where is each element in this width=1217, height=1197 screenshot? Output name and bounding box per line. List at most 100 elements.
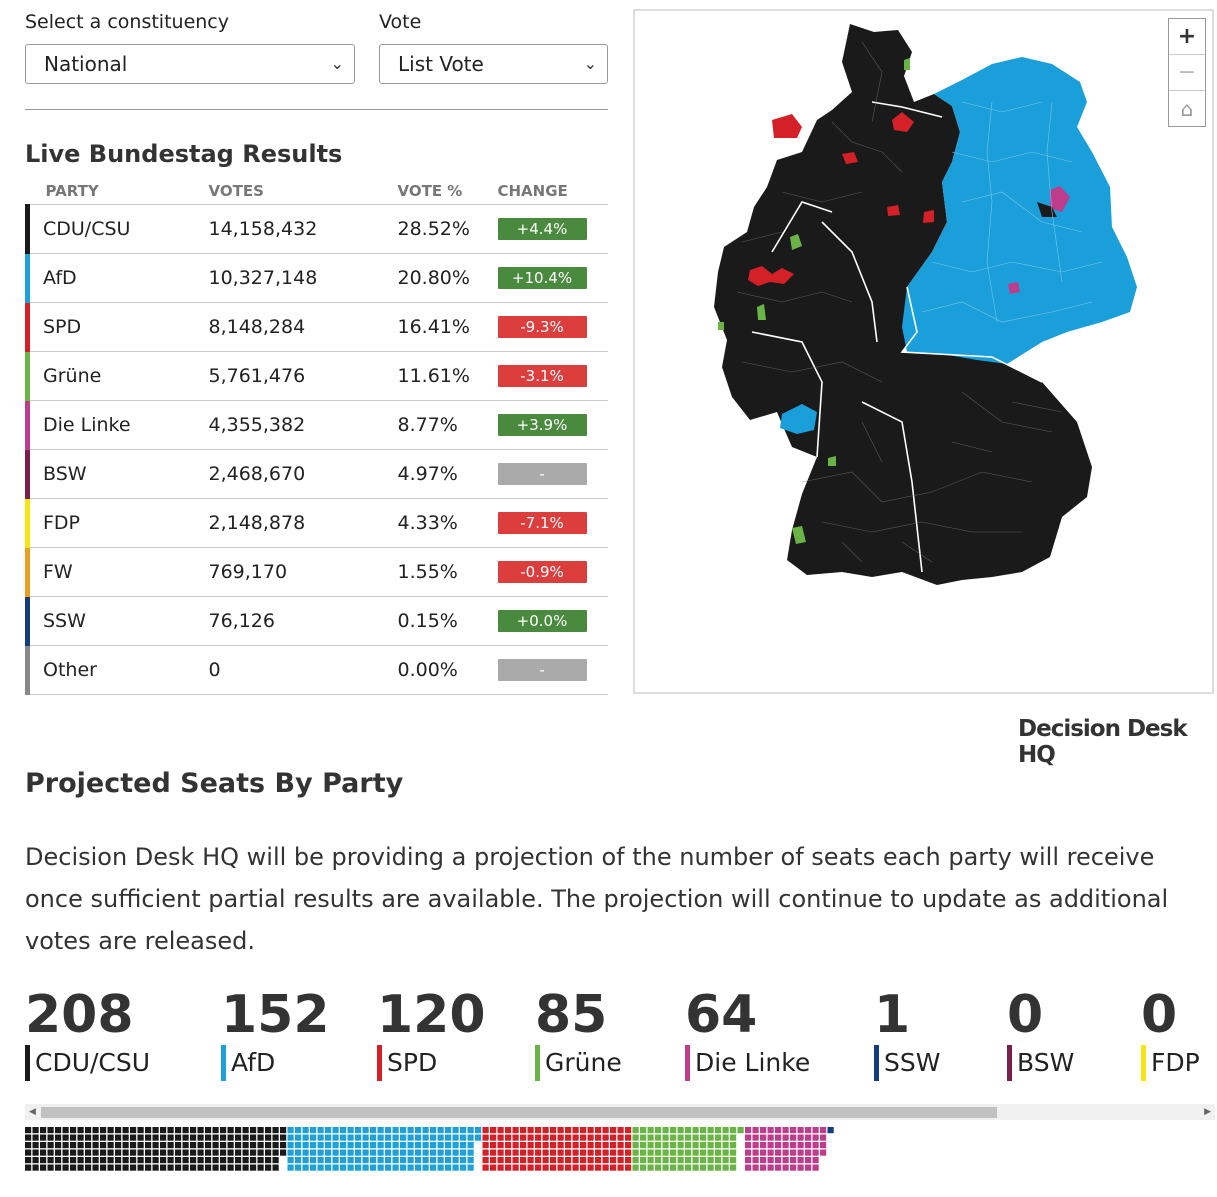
germany-map[interactable]: [635, 11, 1212, 692]
seat-square: [692, 1134, 699, 1141]
seat-square: [287, 1142, 294, 1149]
seat-square: [542, 1127, 549, 1134]
seat-party: 0 FDP: [1141, 985, 1200, 1081]
seat-square: [550, 1134, 557, 1141]
seat-square: [70, 1142, 77, 1149]
scroll-left-icon[interactable]: ◀: [29, 1107, 36, 1117]
seat-square: [257, 1134, 264, 1141]
scroll-right-icon[interactable]: ▶: [1204, 1107, 1211, 1117]
seat-square: [460, 1157, 467, 1164]
constituency-select-value: National: [44, 52, 128, 76]
seat-square: [505, 1134, 512, 1141]
seat-square: [655, 1157, 662, 1164]
seat-square: [520, 1164, 527, 1171]
seat-square: [662, 1149, 669, 1156]
result-change-cell: +10.4%: [497, 253, 608, 303]
seat-square: [490, 1157, 497, 1164]
seat-square: [715, 1164, 722, 1171]
seat-square: [197, 1134, 204, 1141]
seat-square: [62, 1142, 69, 1149]
seat-square: [137, 1142, 144, 1149]
seat-square: [55, 1142, 62, 1149]
seat-square: [677, 1149, 684, 1156]
seat-square: [700, 1164, 707, 1171]
seat-square: [685, 1142, 692, 1149]
seat-square: [347, 1134, 354, 1141]
seat-square: [325, 1149, 332, 1156]
result-change-badge: +4.4%: [497, 218, 587, 240]
result-row: FDP 2,148,878 4.33% -7.1%: [25, 498, 608, 548]
result-votes: 2,468,670: [208, 449, 398, 499]
seat-square: [760, 1142, 767, 1149]
home-button[interactable]: ⌂: [1169, 91, 1205, 127]
scrollbar-thumb[interactable]: [41, 1107, 997, 1118]
seat-square: [400, 1127, 407, 1134]
result-change-cell: +3.9%: [497, 400, 608, 450]
seat-square: [445, 1134, 452, 1141]
seat-square: [587, 1149, 594, 1156]
seat-party: 0 BSW: [1007, 985, 1074, 1081]
seat-square: [152, 1149, 159, 1156]
seat-square: [325, 1127, 332, 1134]
seat-square: [392, 1134, 399, 1141]
zoom-out-button[interactable]: −: [1169, 55, 1205, 91]
seat-square: [602, 1164, 609, 1171]
seat-square: [535, 1142, 542, 1149]
seat-square: [820, 1134, 827, 1141]
seat-party: 64 Die Linke: [685, 985, 810, 1081]
seat-square: [587, 1142, 594, 1149]
zoom-in-button[interactable]: +: [1169, 19, 1205, 55]
seat-square: [265, 1134, 272, 1141]
seat-square: [527, 1127, 534, 1134]
seat-square: [655, 1127, 662, 1134]
seat-square: [565, 1149, 572, 1156]
seat-square: [707, 1142, 714, 1149]
seat-square: [347, 1142, 354, 1149]
results-map[interactable]: [633, 9, 1214, 694]
seat-square: [647, 1149, 654, 1156]
seat-square: [422, 1134, 429, 1141]
seat-square: [220, 1142, 227, 1149]
seat-square: [617, 1134, 624, 1141]
seat-square: [32, 1164, 39, 1171]
seat-square: [272, 1127, 279, 1134]
seat-square: [272, 1157, 279, 1164]
seat-square: [220, 1157, 227, 1164]
seat-square: [407, 1127, 414, 1134]
result-change-badge: +0.0%: [497, 610, 587, 632]
seat-square: [730, 1157, 737, 1164]
seat-square: [430, 1142, 437, 1149]
seat-square: [805, 1142, 812, 1149]
seat-square: [40, 1127, 47, 1134]
seat-square: [295, 1164, 302, 1171]
seat-square: [430, 1127, 437, 1134]
seat-square: [32, 1127, 39, 1134]
seat-square: [355, 1149, 362, 1156]
seat-square: [452, 1127, 459, 1134]
seat-square: [610, 1149, 617, 1156]
seat-square: [760, 1164, 767, 1171]
seat-square: [647, 1157, 654, 1164]
seat-square: [640, 1134, 647, 1141]
vote-select[interactable]: List Vote ⌄: [379, 44, 608, 84]
seat-square: [100, 1142, 107, 1149]
seat-square: [212, 1134, 219, 1141]
seat-square: [752, 1157, 759, 1164]
seat-square: [677, 1164, 684, 1171]
seat-square: [407, 1149, 414, 1156]
seat-square: [737, 1127, 744, 1134]
horizontal-scrollbar[interactable]: ◀ ▶: [25, 1104, 1215, 1120]
constituency-select[interactable]: National ⌄: [25, 44, 355, 84]
seat-square: [55, 1149, 62, 1156]
seat-square: [377, 1142, 384, 1149]
seat-square: [647, 1127, 654, 1134]
seat-square: [490, 1142, 497, 1149]
seat-party: 1 SSW: [874, 985, 940, 1081]
result-change-cell: +4.4%: [497, 204, 608, 254]
seat-square: [640, 1127, 647, 1134]
brand-logo: Decision Desk HQ: [1018, 716, 1188, 768]
seat-square: [767, 1142, 774, 1149]
seat-square: [340, 1134, 347, 1141]
seat-square: [535, 1164, 542, 1171]
seat-square: [407, 1157, 414, 1164]
